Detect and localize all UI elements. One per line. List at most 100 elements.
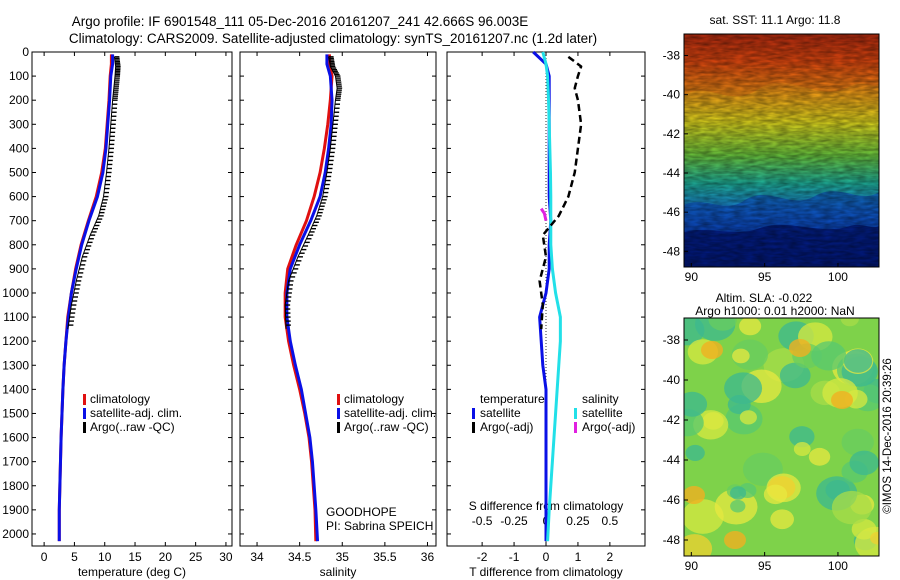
temperature-legend: climatology satellite-adj. clim. Argo(..… [83, 392, 182, 434]
legend-label-argo: Argo(..raw -QC) [90, 420, 175, 434]
sla-eddy [851, 518, 877, 540]
sla-warm-eddy [701, 341, 723, 359]
difference-xtick-label: 1 [575, 550, 582, 564]
legend-swatch-climatology [337, 394, 340, 405]
sla-eddy [684, 391, 708, 417]
temperature-xtick-label: 25 [189, 550, 203, 564]
sla-eddy [849, 450, 879, 476]
temperature-xtick-label: 5 [71, 550, 78, 564]
sla-map-lat-label: -38 [663, 333, 681, 347]
sst-map-lon-label: 95 [758, 270, 772, 284]
salinity-xlabel: salinity [320, 565, 357, 579]
sla-eddy [779, 362, 811, 389]
legend-label-temp-satellite: satellite [480, 406, 521, 420]
sla-warm-eddy [789, 339, 811, 357]
sla-map-subtitle: Argo h1000: 0.01 h2000: NaN [695, 304, 854, 318]
salinity-diff-tick-label: 0.5 [602, 514, 619, 528]
salinity-diff-tick-label: 0.25 [566, 514, 590, 528]
sla-map-lat-label: -44 [663, 453, 681, 467]
depth-tick-label: 2000 [2, 527, 29, 541]
difference-series-salinity-argo-adj- [539, 207, 548, 222]
depth-tick-label: 1100 [3, 310, 29, 324]
sst-map-lon-label: 90 [685, 270, 699, 284]
legend-heading-salinity: salinity [582, 392, 619, 406]
difference-xtick-label: 0 [543, 550, 550, 564]
sla-eddy [732, 348, 750, 364]
legend-heading-temperature: temperature [480, 392, 545, 406]
sla-eddy [685, 444, 705, 462]
difference-xtick-label: -1 [509, 550, 520, 564]
difference-xlabel: T difference from climatology [469, 565, 623, 579]
salinity-xtick-label: 35 [336, 550, 350, 564]
temperature-xtick-label: 30 [219, 550, 233, 564]
salinity-xtick-label: 34 [250, 550, 264, 564]
depth-tick-label: 500 [9, 165, 29, 179]
difference-series-salinity-satellite [541, 51, 562, 542]
salinity-xtick-label: 36 [421, 550, 435, 564]
sst-map-lon-label: 100 [828, 270, 848, 284]
sla-eddy [708, 318, 738, 331]
legend-label-satellite: satellite-adj. clim. [344, 406, 436, 420]
sla-eddy [739, 318, 762, 336]
difference-xtick-label: -2 [477, 550, 488, 564]
sst-map-lat-label: -38 [663, 49, 681, 63]
sst-map-frame [683, 33, 880, 268]
sla-map-panel: Altim. SLA: -0.022 Argo h1000: 0.01 h200… [663, 291, 894, 573]
sla-map-lat-label: -42 [663, 413, 681, 427]
sst-map-title: sat. SST: 11.1 Argo: 11.8 [710, 13, 841, 27]
depth-tick-label: 1900 [2, 503, 29, 517]
salinity-diff-tick-label: -0.25 [500, 514, 528, 528]
legend-swatch-argo [337, 422, 340, 433]
depth-tick-label: 1400 [2, 382, 29, 396]
salinity-panel: 34 34.5 35 35.5 36 salinity [239, 51, 437, 579]
difference-series-temperature-argo-adj- [538, 55, 583, 330]
sla-eddy [770, 509, 794, 530]
sla-eddy [739, 410, 757, 425]
temperature-xtick-label: 15 [128, 550, 142, 564]
sla-map-lat-label: -40 [663, 373, 681, 387]
legend-label-temp-argo: Argo(-adj) [480, 420, 533, 434]
sla-warm-eddy [724, 531, 746, 549]
sla-eddy [684, 534, 713, 556]
legend-swatch-satellite [83, 408, 86, 419]
sla-map-eddies [684, 318, 879, 556]
legend-swatch-sal-argo [574, 422, 577, 433]
depth-tick-label: 300 [9, 117, 29, 131]
sla-eddy [831, 490, 872, 525]
depth-tick-label: 1300 [2, 358, 29, 372]
legend-label-satellite: satellite-adj. clim. [90, 406, 182, 420]
figure-subtitle: Climatology: CARS2009. Satellite-adjuste… [69, 31, 597, 46]
depth-tick-label: 1000 [2, 286, 29, 300]
temperature-xtick-label: 20 [159, 550, 173, 564]
sst-map-lat-label: -46 [663, 205, 681, 219]
temperature-series-satellite-adj-clim- [57, 54, 115, 542]
sla-eddy [870, 531, 879, 545]
temperature-xtick-label: 10 [98, 550, 112, 564]
legend-label-climatology: climatology [90, 392, 150, 406]
sla-eddy [840, 318, 859, 327]
salinity-xtick-label: 35.5 [373, 550, 397, 564]
temperature-xtick-label: 0 [41, 550, 48, 564]
depth-tick-label: 900 [9, 262, 29, 276]
pi-label: PI: Sabrina SPEICH [326, 519, 433, 533]
sst-map-lat-label: -42 [663, 127, 681, 141]
legend-swatch-sal-satellite [574, 408, 577, 419]
legend-swatch-satellite [337, 408, 340, 419]
depth-tick-label: 700 [9, 214, 29, 228]
imos-timestamp: ©IMOS 14-Dec-2016 20:39:26 [882, 358, 894, 514]
legend-swatch-temp-satellite [472, 408, 475, 419]
sla-eddy [729, 486, 747, 500]
depth-tick-label: 200 [9, 93, 29, 107]
sla-eddy [811, 341, 847, 371]
salinity-diff-tick-label: -0.5 [472, 514, 493, 528]
legend-swatch-temp-argo [472, 422, 475, 433]
depth-tick-label: 800 [9, 238, 29, 252]
temperature-plot-frame [31, 51, 233, 547]
sla-eddy [808, 447, 831, 466]
difference-xtick-label: 2 [607, 550, 614, 564]
project-label: GOODHOPE [326, 505, 397, 519]
salinity-legend: climatology satellite-adj. clim. Argo(..… [326, 392, 436, 533]
depth-tick-label: 400 [9, 141, 29, 155]
sla-eddy [789, 426, 815, 448]
sla-map-title: Altim. SLA: -0.022 [716, 291, 813, 305]
